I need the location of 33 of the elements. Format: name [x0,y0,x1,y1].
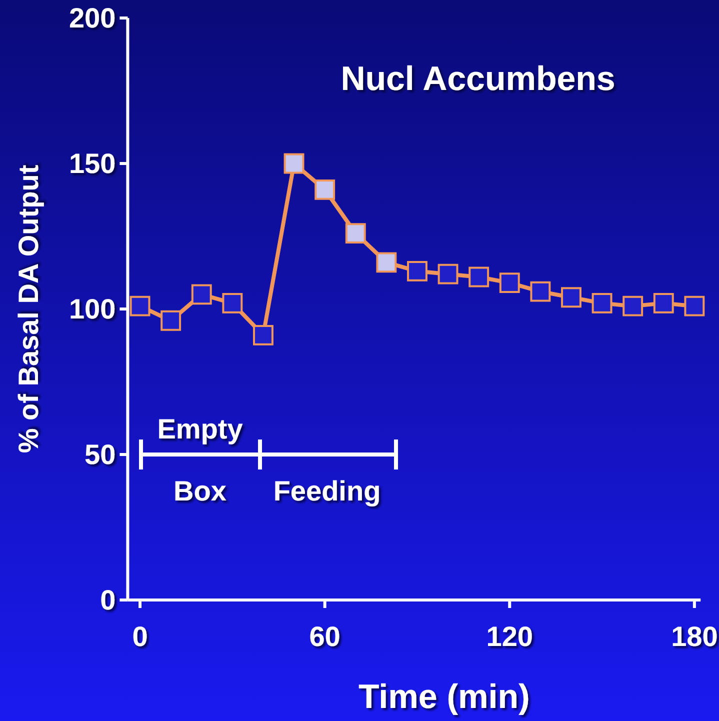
annotation: Empty Box [157,414,244,506]
point [622,296,644,316]
annotation: Feeding [273,476,381,506]
point [130,296,150,316]
point [468,266,490,288]
point [530,281,551,302]
point [160,310,182,331]
point [407,260,428,282]
point [499,272,520,294]
point [222,292,243,314]
point [191,284,212,305]
point [438,264,458,284]
point [253,324,274,346]
x-tick-label: 120 [486,621,533,652]
point [284,153,304,174]
text: Nucl Accumbens [340,60,616,98]
y-tick-label: 150 [68,148,116,179]
x-tick-label: 60 [309,621,340,652]
x-axis-title: Time (min) [358,678,530,716]
y-tick-label: 200 [68,2,116,34]
point [345,223,366,244]
x-tick-label: 0 [132,621,148,652]
point [314,179,336,200]
x-tick-label: 180 [671,621,718,652]
y-tick-label: 50 [84,439,116,470]
y-tick-label: 100 [68,294,116,324]
point [653,292,674,314]
point [376,252,397,273]
y-axis-title: % of Basal DA Output [13,164,44,454]
point [684,296,705,316]
point [561,287,582,308]
point [592,292,612,314]
y-tick-label: 0 [100,584,116,616]
